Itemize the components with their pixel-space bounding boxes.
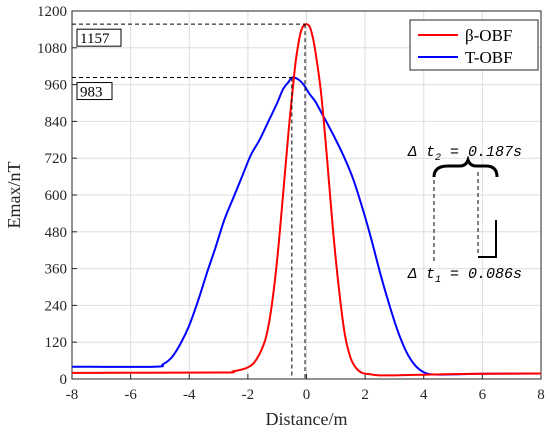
x-tick-label: 2 [361,387,369,403]
delta-t1-label: Δ t1 = 0.086s [407,266,522,286]
x-axis-ticks: -8 -6 -4 -2 0 2 4 6 8 [66,374,545,403]
series-layer [71,23,542,377]
y-tick-label: 960 [45,78,68,94]
x-tick-label: 4 [420,387,428,403]
x-axis-label: Distance/m [266,409,348,429]
y-tick-label: 600 [45,188,68,204]
grid-lines [71,10,542,380]
y-axis-ticks: 0 120 240 360 480 600 720 840 960 1080 1200 [37,4,77,388]
x-tick-label: 8 [537,387,545,403]
y-tick-label: 720 [45,151,68,167]
x-tick-label: -4 [183,387,196,403]
series-line-t-obf [71,76,542,376]
y-axis-label: Emax/nT [4,162,24,229]
y-tick-label: 480 [45,225,68,241]
y-tick-label: 1200 [37,4,67,20]
peak-value-label: 983 [80,85,103,101]
x-tick-label: -8 [66,387,79,403]
peak-value-label: 1157 [80,31,110,47]
y-tick-label: 840 [45,114,68,130]
series-line-beta-obf [71,23,542,377]
legend-label-t-obf: T-OBF [465,48,513,67]
y-tick-label: 0 [60,372,68,388]
legend-box [409,19,539,71]
y-tick-label: 360 [45,262,68,278]
x-tick-label: 0 [303,387,311,403]
legend-label-beta-obf: β-OBF [465,26,512,45]
delta-t2-label: Δ t2 = 0.187s [407,144,522,164]
annotations: 1157 983 Δ t2 = 0.187s Δ t1 = 0.086s [72,23,522,379]
peak-value-box [76,82,113,101]
peak-value-box [76,28,122,47]
delta-t2-brace [432,155,499,178]
y-tick-label: 240 [45,298,68,314]
legend: β-OBF T-OBF [409,19,539,71]
x-tick-label: -6 [124,387,137,403]
x-tick-label: 6 [479,387,487,403]
delta-t1-bracket [478,220,497,258]
y-tick-label: 1080 [37,41,67,57]
y-tick-label: 120 [45,335,68,351]
x-tick-label: -2 [242,387,255,403]
